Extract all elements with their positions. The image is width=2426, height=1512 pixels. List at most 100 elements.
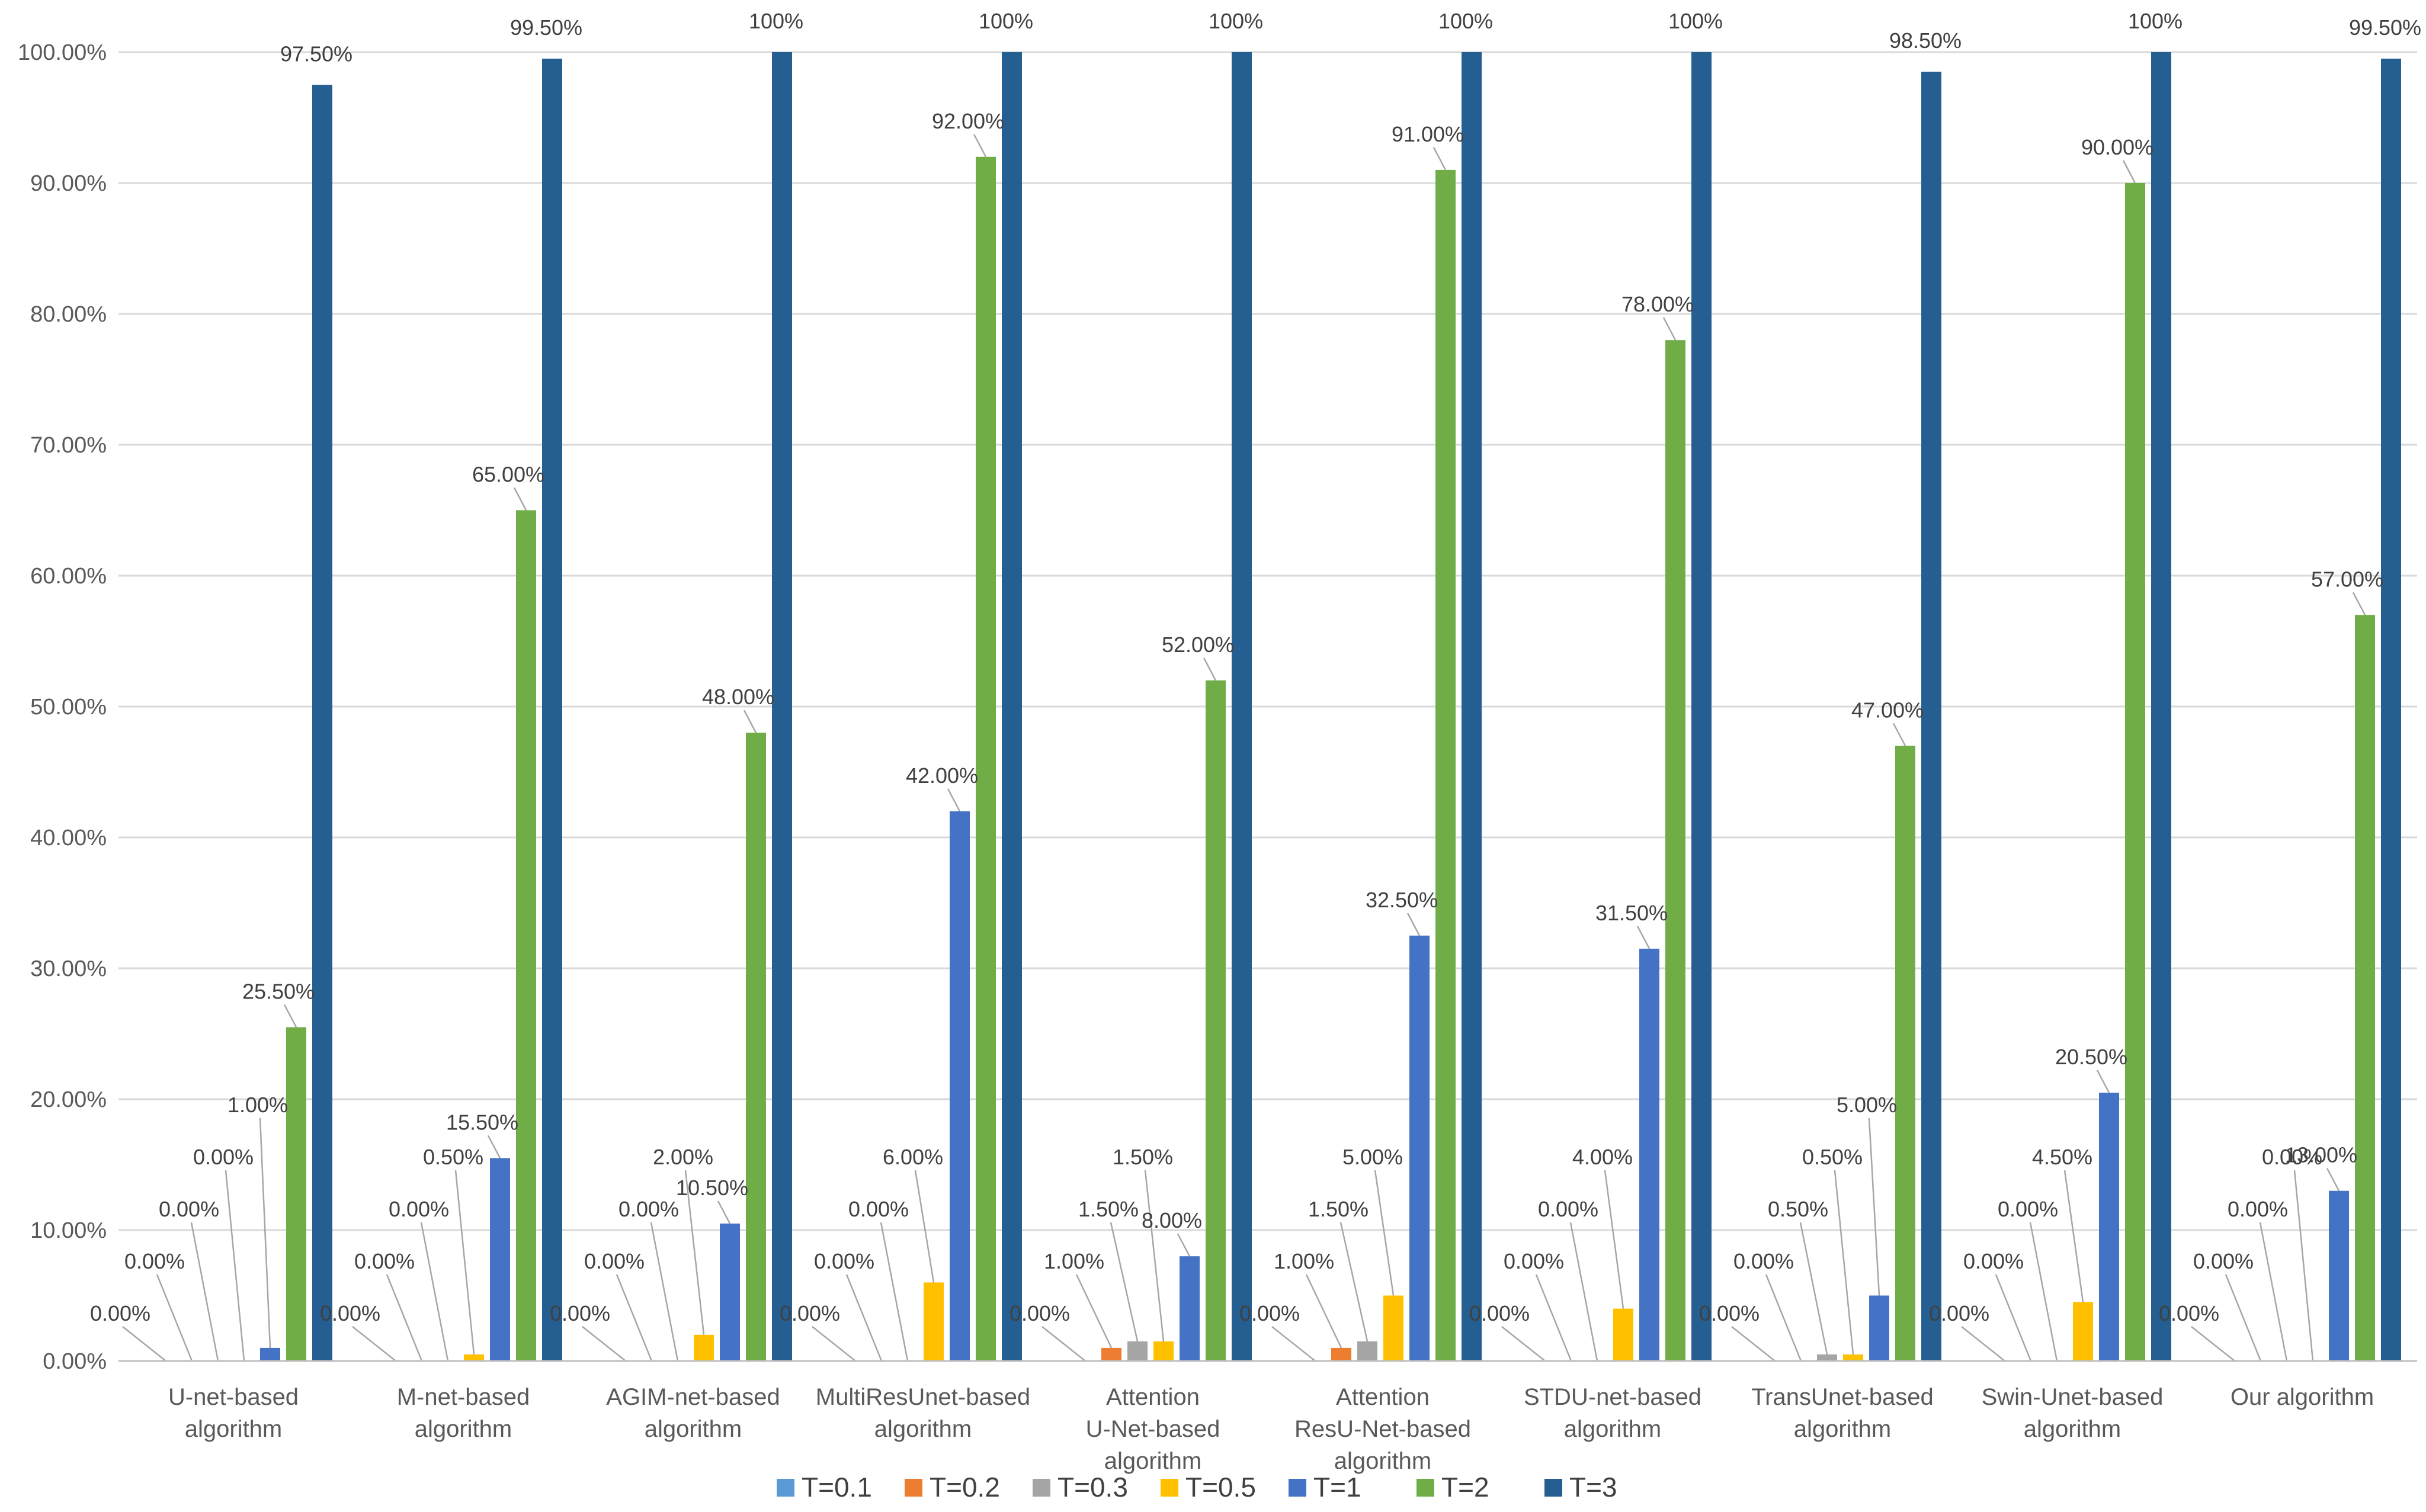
- legend-label: T=0.2: [930, 1472, 1000, 1503]
- bar-T1-7: [1869, 1295, 1889, 1361]
- bar-T02-5: [1331, 1347, 1351, 1361]
- category-label: Our algorithm: [2230, 1384, 2374, 1410]
- leader-line: [1406, 913, 1421, 936]
- category-label: algorithm: [415, 1416, 512, 1442]
- bar-T3-4: [1232, 52, 1252, 1361]
- legend-label: T=0.3: [1057, 1472, 1128, 1503]
- data-label: 10.50%: [676, 1176, 748, 1200]
- category-label: AGIM-net-based: [606, 1384, 780, 1410]
- data-label: 0.00%: [2228, 1197, 2288, 1221]
- data-label: 0.00%: [584, 1249, 645, 1273]
- data-label: 65.00%: [472, 463, 544, 487]
- bar-T05-4: [1153, 1341, 1174, 1361]
- bar-T05-1: [464, 1354, 484, 1361]
- data-label: 100%: [1668, 9, 1723, 33]
- data-label: 5.00%: [1342, 1145, 1403, 1169]
- category-label: algorithm: [185, 1416, 283, 1442]
- bar-T03-4: [1127, 1341, 1148, 1361]
- leader-line: [1604, 1170, 1624, 1309]
- data-label: 0.50%: [1802, 1145, 1863, 1169]
- category-label: U-Net-based: [1086, 1416, 1220, 1442]
- leader-line: [2225, 1274, 2262, 1362]
- data-label: 52.00%: [1162, 633, 1234, 657]
- data-label: 8.00%: [1142, 1208, 1202, 1232]
- leader-line: [1339, 1222, 1369, 1342]
- data-label: 0.00%: [1733, 1249, 1794, 1273]
- bar-T2-4: [1206, 680, 1226, 1361]
- data-label: 42.00%: [906, 763, 978, 788]
- bar-T3-5: [1462, 52, 1482, 1361]
- bar-T05-8: [2073, 1302, 2093, 1361]
- bar-T1-0: [260, 1347, 280, 1361]
- leader-line: [454, 1170, 475, 1355]
- y-tick-label: 80.00%: [30, 302, 107, 327]
- leader-line: [1765, 1274, 1802, 1362]
- bar-T3-7: [1921, 72, 1941, 1362]
- bar-T05-3: [924, 1282, 944, 1361]
- legend-label: T=1: [1313, 1472, 1361, 1503]
- y-tick-label: 50.00%: [30, 695, 107, 720]
- leader-line: [650, 1222, 679, 1362]
- category-label: ResU-Net-based: [1294, 1416, 1471, 1442]
- data-label: 100%: [1209, 9, 1263, 33]
- data-label: 0.00%: [1469, 1301, 1530, 1325]
- category-label: algorithm: [1794, 1416, 1892, 1442]
- bar-T05-6: [1613, 1308, 1633, 1361]
- category-label: algorithm: [1564, 1416, 1662, 1442]
- legend-swatch: [777, 1479, 794, 1497]
- bar-T03-7: [1817, 1354, 1837, 1361]
- bar-T1-6: [1639, 948, 1659, 1361]
- leader-line: [2259, 1222, 2288, 1362]
- leader-line: [386, 1274, 423, 1362]
- bar-T2-5: [1435, 169, 1456, 1361]
- y-tick-label: 90.00%: [30, 171, 107, 196]
- bar-T02-4: [1101, 1347, 1121, 1361]
- bar-T2-9: [2355, 615, 2375, 1361]
- data-label: 47.00%: [1851, 698, 1924, 722]
- leader-line: [1144, 1170, 1165, 1341]
- leader-line: [487, 1135, 501, 1159]
- data-label: 0.00%: [159, 1197, 219, 1221]
- data-label: 0.00%: [2193, 1249, 2254, 1273]
- data-label: 97.50%: [280, 41, 352, 66]
- category-labels: U-net-based algorithm M-net-based algorithm…: [168, 1384, 2374, 1474]
- leader-line: [1569, 1222, 1598, 1362]
- legend-swatch: [1161, 1479, 1178, 1497]
- legend: T=0.1 T=0.2 T=0.3 T=0.5 T=1 T=2 T=3: [777, 1472, 1617, 1503]
- category-label: algorithm: [1334, 1448, 1432, 1474]
- leader-line: [2326, 1168, 2340, 1192]
- category-label: algorithm: [874, 1416, 972, 1442]
- data-label: 1.00%: [227, 1093, 288, 1117]
- data-label: 1.50%: [1308, 1197, 1369, 1221]
- data-label: 0.00%: [848, 1197, 909, 1221]
- bar-T1-8: [2099, 1092, 2119, 1361]
- data-label: 1.00%: [1274, 1249, 1334, 1273]
- data-label: 0.00%: [193, 1145, 254, 1169]
- legend-label: T=3: [1569, 1472, 1617, 1503]
- bar-T05-2: [694, 1334, 714, 1361]
- bar-T2-1: [516, 510, 536, 1361]
- leader-line: [1075, 1274, 1113, 1349]
- data-label: 0.00%: [618, 1197, 679, 1221]
- data-label: 0.00%: [1699, 1301, 1760, 1325]
- legend-swatch: [1289, 1479, 1306, 1497]
- leader-line: [684, 1170, 705, 1335]
- leader-line: [1203, 657, 1217, 681]
- category-label: M-net-based: [397, 1384, 530, 1410]
- bar-T3-3: [1002, 52, 1022, 1361]
- data-label: 0.00%: [780, 1301, 840, 1325]
- leader-line: [1110, 1222, 1139, 1342]
- data-label: 0.00%: [1963, 1249, 2024, 1273]
- y-tick-label: 20.00%: [30, 1087, 107, 1112]
- leader-line: [743, 710, 757, 733]
- data-label: 0.00%: [1538, 1197, 1598, 1221]
- leader-line: [259, 1118, 271, 1348]
- data-label: 90.00%: [2081, 135, 2153, 159]
- leader-line: [914, 1170, 935, 1283]
- leader-line: [122, 1326, 166, 1362]
- leader-line: [2029, 1222, 2058, 1362]
- legend-label: T=0.1: [802, 1472, 872, 1503]
- leader-line: [420, 1222, 449, 1362]
- data-label: 1.00%: [1044, 1249, 1104, 1273]
